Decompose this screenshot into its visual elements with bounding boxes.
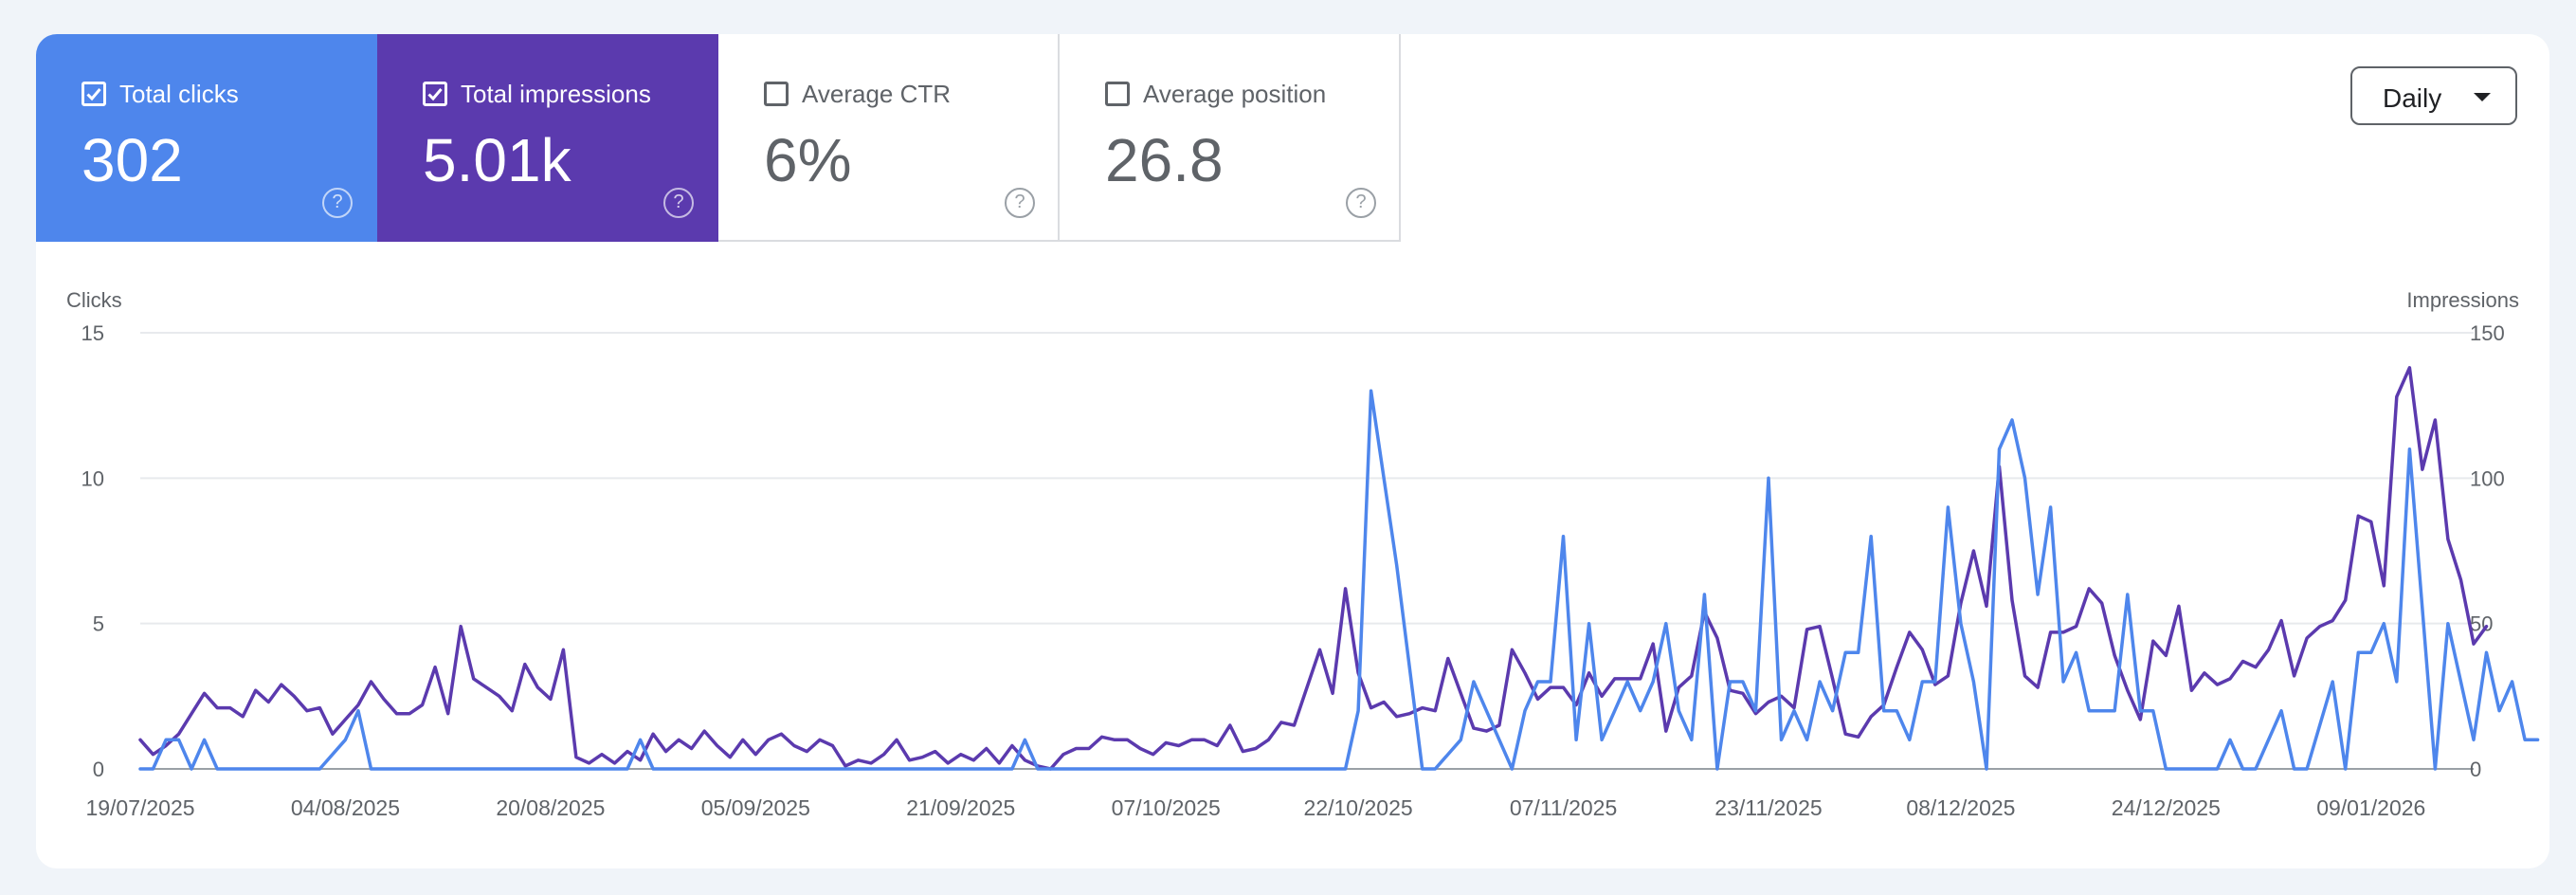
y-tick-label-right: 150	[2470, 321, 2505, 345]
checkbox-checked-icon[interactable]	[423, 82, 447, 106]
y-tick-label-left: 5	[93, 612, 104, 636]
period-dropdown-label: Daily	[2383, 83, 2442, 113]
help-icon[interactable]: ?	[1346, 188, 1376, 218]
x-tick-label: 08/12/2025	[1906, 795, 2015, 820]
metric-tiles: Total clicks 302 ? Total impressions 5.0…	[36, 34, 1401, 242]
average-ctr-value: 6%	[764, 126, 852, 194]
x-tick-label: 23/11/2025	[1714, 795, 1822, 820]
average-position-tile[interactable]: Average position 26.8 ?	[1060, 34, 1401, 242]
y-tick-label-left: 10	[82, 466, 104, 490]
dropdown-arrow-icon	[2474, 93, 2491, 101]
x-tick-label: 04/08/2025	[291, 795, 400, 820]
performance-card: Total clicks 302 ? Total impressions 5.0…	[36, 34, 2549, 868]
checkbox-unchecked-icon[interactable]	[764, 82, 789, 106]
help-icon[interactable]: ?	[663, 188, 694, 218]
y-tick-label-left: 0	[93, 758, 104, 781]
checkbox-checked-icon[interactable]	[82, 82, 106, 106]
y-tick-label-left: 15	[82, 321, 104, 345]
total-impressions-value: 5.01k	[423, 126, 571, 194]
x-tick-label: 20/08/2025	[496, 795, 605, 820]
x-tick-label: 05/09/2025	[701, 795, 810, 820]
x-tick-label: 07/10/2025	[1112, 795, 1221, 820]
period-dropdown[interactable]: Daily	[2350, 66, 2517, 125]
x-tick-label: 21/09/2025	[906, 795, 1015, 820]
average-position-label: Average position	[1143, 80, 1327, 108]
total-impressions-label: Total impressions	[461, 80, 651, 108]
x-tick-label: 07/11/2025	[1510, 795, 1617, 820]
checkbox-unchecked-icon[interactable]	[1105, 82, 1130, 106]
x-tick-label: 24/12/2025	[2112, 795, 2221, 820]
total-clicks-tile[interactable]: Total clicks 302 ?	[36, 34, 377, 242]
impressions-series-line	[138, 366, 2489, 771]
x-tick-label: 09/01/2026	[2316, 795, 2425, 820]
average-ctr-tile[interactable]: Average CTR 6% ?	[718, 34, 1060, 242]
average-ctr-label: Average CTR	[802, 80, 952, 108]
average-position-value: 26.8	[1105, 126, 1224, 194]
total-impressions-tile[interactable]: Total impressions 5.01k ?	[377, 34, 718, 242]
help-icon[interactable]: ?	[322, 188, 353, 218]
x-tick-label: 19/07/2025	[85, 795, 194, 820]
clicks-series-line	[138, 389, 2540, 771]
y-tick-label-right: 100	[2470, 466, 2505, 490]
total-clicks-value: 302	[82, 126, 183, 194]
help-icon[interactable]: ?	[1005, 188, 1035, 218]
y-tick-label-right: 0	[2470, 758, 2481, 781]
left-axis-title: Clicks	[66, 288, 122, 312]
total-clicks-label: Total clicks	[119, 80, 239, 108]
right-axis-title: Impressions	[2406, 288, 2519, 312]
x-tick-label: 22/10/2025	[1304, 795, 1413, 820]
